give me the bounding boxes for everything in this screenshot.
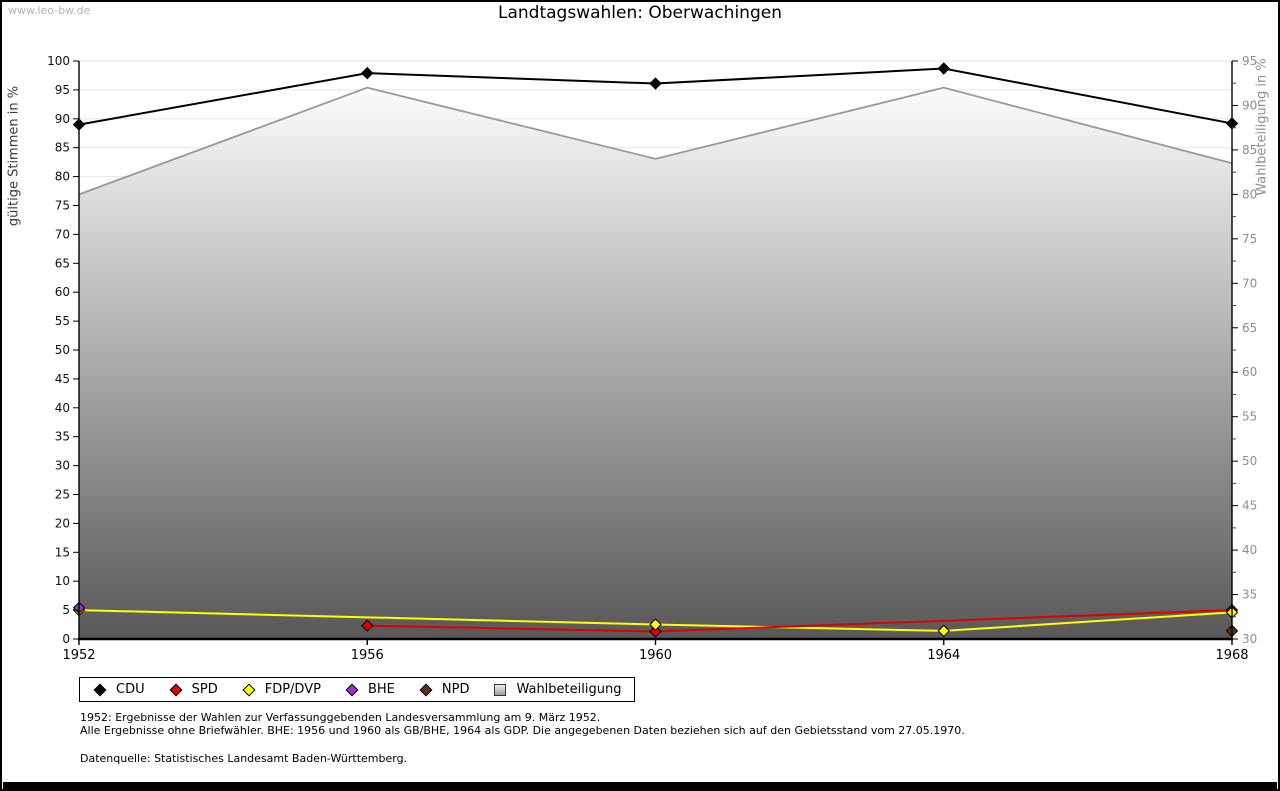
legend-item-cdu: CDU bbox=[93, 682, 145, 697]
left-axis-tick-label: 50 bbox=[55, 343, 70, 357]
legend-label-fdp-dvp: FDP/DVP bbox=[264, 682, 321, 697]
marker-fdp-dvp-1964 bbox=[937, 624, 950, 638]
footnote-line-1: 1952: Ergebnisse der Wahlen zur Verfassu… bbox=[80, 711, 601, 724]
diamond-icon bbox=[345, 682, 359, 697]
left-axis-tick-label: 100 bbox=[47, 54, 70, 68]
right-axis-tick-label: 65 bbox=[1242, 321, 1257, 335]
right-axis-tick-label: 90 bbox=[1242, 98, 1257, 112]
series-line-cdu bbox=[78, 67, 1233, 126]
x-axis-label-1968: 1968 bbox=[1215, 648, 1248, 663]
footnote-line-2: Alle Ergebnisse ohne Briefwähler. BHE: 1… bbox=[80, 724, 965, 737]
left-axis-tick-label: 80 bbox=[55, 170, 70, 184]
left-axis-tick-label: 70 bbox=[55, 227, 70, 241]
left-axis-tick-label: 85 bbox=[55, 141, 70, 155]
area-outline-wahlbeteiligung bbox=[78, 86, 1233, 196]
right-axis-tick-label: 70 bbox=[1242, 276, 1257, 290]
right-axis-tick-label: 95 bbox=[1242, 54, 1257, 68]
left-axis-title: gültige Stimmen in % bbox=[6, 85, 22, 227]
marker-spd-1956 bbox=[361, 619, 374, 632]
legend-swatch-npd-diamond-icon bbox=[419, 682, 433, 697]
x-axis-label-1964: 1964 bbox=[927, 648, 960, 663]
legend-swatch-fdp-dvp-diamond-icon bbox=[242, 682, 256, 697]
marker-cdu-1964 bbox=[937, 62, 950, 75]
right-axis-tick-label: 35 bbox=[1242, 588, 1257, 602]
left-axis-tick-label: 35 bbox=[55, 430, 70, 444]
marker-fdp-dvp-1960 bbox=[649, 618, 662, 631]
left-axis-tick-label: 65 bbox=[55, 256, 70, 270]
legend: CDU SPD FDP/DVP BHE NPD Wahlbeteiligung bbox=[79, 677, 636, 702]
right-axis-tick-label: 30 bbox=[1242, 632, 1257, 646]
right-axis-tick-label: 40 bbox=[1242, 543, 1257, 557]
x-axis-label-1956: 1956 bbox=[351, 648, 384, 663]
diamond-icon bbox=[242, 682, 256, 697]
right-axis-tick-label: 75 bbox=[1242, 232, 1257, 246]
left-axis-tick-label: 60 bbox=[55, 285, 70, 299]
left-axis-tick-label: 90 bbox=[55, 112, 70, 126]
series-line-fdp-dvp bbox=[78, 609, 1233, 632]
watermark: www.leo-bw.de bbox=[8, 4, 91, 17]
left-axis-tick-label: 15 bbox=[55, 545, 70, 559]
footnotes: 1952: Ergebnisse der Wahlen zur Verfassu… bbox=[80, 711, 965, 765]
right-axis-tick-label: 60 bbox=[1242, 365, 1257, 379]
left-axis-tick-label: 20 bbox=[55, 516, 70, 530]
legend-swatch-wahlbeteiligung-square-icon bbox=[494, 683, 507, 696]
marker-cdu-1956 bbox=[361, 66, 374, 80]
marker-spd-1960 bbox=[649, 625, 662, 638]
right-axis-tick-label: 85 bbox=[1242, 143, 1257, 157]
diamond-icon bbox=[419, 682, 433, 697]
legend-label-wahlbeteiligung: Wahlbeteiligung bbox=[516, 682, 622, 697]
page-title: Landtagswahlen: Oberwachingen bbox=[498, 3, 782, 23]
legend-item-fdp-dvp: FDP/DVP bbox=[242, 682, 321, 697]
footnote-source: Datenquelle: Statistisches Landesamt Bad… bbox=[80, 752, 408, 765]
legend-item-spd: SPD bbox=[169, 682, 218, 697]
diamond-icon bbox=[169, 682, 183, 697]
legend-swatch-spd-diamond-icon bbox=[169, 682, 183, 697]
left-axis-tick-label: 95 bbox=[55, 83, 70, 97]
left-axis-tick-label: 5 bbox=[62, 603, 70, 617]
left-axis-tick-label: 45 bbox=[55, 372, 70, 386]
bottom-bar bbox=[3, 782, 1277, 791]
diamond-icon bbox=[93, 682, 107, 697]
legend-item-bhe: BHE bbox=[345, 682, 395, 697]
legend-label-bhe: BHE bbox=[367, 682, 395, 697]
left-axis-tick-label: 10 bbox=[55, 574, 70, 588]
legend-item-npd: NPD bbox=[419, 682, 470, 697]
legend-label-cdu: CDU bbox=[116, 682, 145, 697]
right-axis-tick-label: 80 bbox=[1242, 187, 1257, 201]
marker-cdu-1960 bbox=[649, 77, 662, 90]
right-axis-tick-label: 50 bbox=[1242, 454, 1257, 468]
legend-item-wahlbeteiligung: Wahlbeteiligung bbox=[493, 682, 621, 697]
left-axis-tick-label: 0 bbox=[62, 632, 70, 646]
x-axis-label-1960: 1960 bbox=[639, 648, 672, 663]
legend-label-spd: SPD bbox=[191, 682, 218, 697]
left-axis-tick-label: 40 bbox=[55, 401, 70, 415]
right-axis-title: Wahlbeteiligung in % bbox=[1254, 58, 1270, 196]
area-wahlbeteiligung bbox=[79, 87, 1232, 639]
left-axis-tick-label: 25 bbox=[55, 488, 70, 502]
legend-label-npd: NPD bbox=[441, 682, 470, 697]
legend-swatch-cdu-diamond-icon bbox=[93, 682, 107, 697]
left-axis-tick-label: 75 bbox=[55, 199, 70, 213]
right-axis-tick-label: 45 bbox=[1242, 499, 1257, 513]
x-axis-label-1952: 1952 bbox=[62, 648, 95, 663]
left-axis-tick-label: 30 bbox=[55, 459, 70, 473]
right-axis-tick-label: 55 bbox=[1242, 410, 1257, 424]
axes: 0 5 10 15 20 25 30 35 40 45 50 55 60 65 70 75 80 85 90 95 10… bbox=[47, 54, 1257, 663]
left-axis-tick-label: 55 bbox=[55, 314, 70, 328]
square-icon bbox=[494, 683, 507, 696]
legend-swatch-bhe-diamond-icon bbox=[345, 682, 359, 697]
